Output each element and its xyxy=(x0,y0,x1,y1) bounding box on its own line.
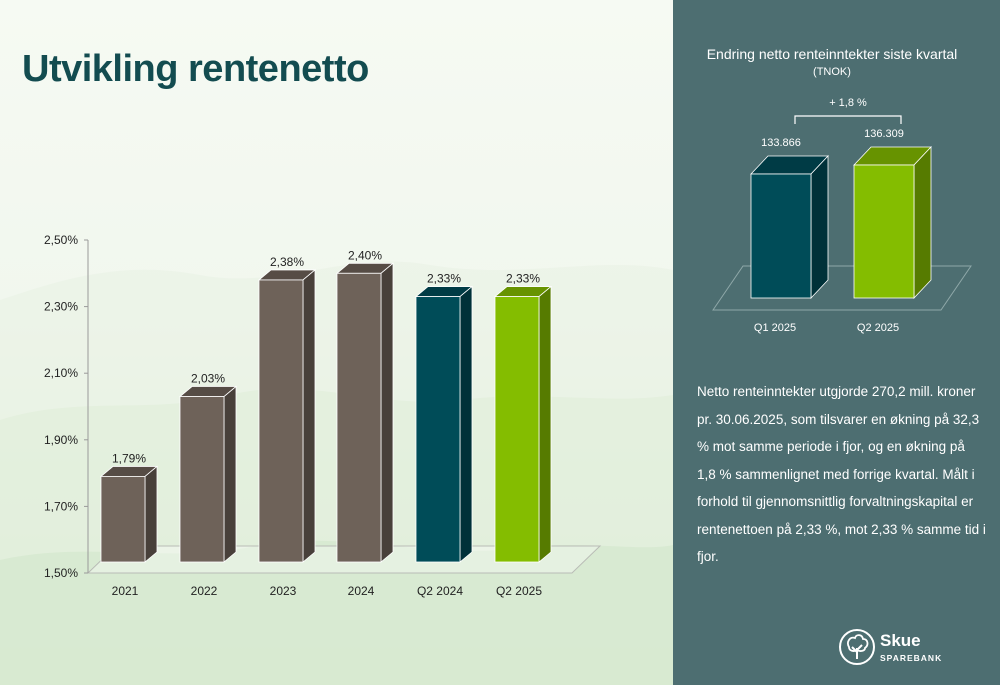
bar-5 xyxy=(493,285,553,563)
logo-name: Skue xyxy=(880,631,921,650)
summary-text: Netto renteinntekter utgjorde 270,2 mill… xyxy=(697,384,986,564)
x-tick-label: Q2 2025 xyxy=(496,584,542,598)
change-annotation: + 1,8 % xyxy=(829,97,867,109)
bar-3-side xyxy=(380,262,394,563)
left-panel: Utvikling rentenetto 1,50% 1,70% 1,90% 2,10… xyxy=(0,0,673,685)
bar-0 xyxy=(99,465,159,563)
inset-floor xyxy=(712,265,972,311)
x-tick-label: Q2 2024 xyxy=(417,584,463,598)
bar-2 xyxy=(257,269,317,563)
bar-0-side xyxy=(144,465,158,563)
data-label: 2,33% xyxy=(427,272,461,286)
inset-bar-1 xyxy=(853,145,932,300)
inset-data-label: 133.866 xyxy=(761,137,801,149)
bar-3 xyxy=(335,262,395,563)
bar-4-front xyxy=(415,296,461,563)
inset-bar-0-front xyxy=(750,173,812,299)
bar-1 xyxy=(178,385,238,563)
y-tick-label: 1,90% xyxy=(44,433,78,447)
y-tick-label: 1,50% xyxy=(44,566,78,580)
y-tick-label: 2,10% xyxy=(44,366,78,380)
inset-bar-0-side xyxy=(810,154,829,300)
y-tick-label: 1,70% xyxy=(44,499,78,513)
bar-2-side xyxy=(302,269,316,563)
bar-1-front xyxy=(179,396,225,563)
main-bar-chart: 1,50% 1,70% 1,90% 2,10% 2,30% 2,50% 1,79% 2021 2… xyxy=(44,233,602,598)
bar-4 xyxy=(414,285,474,563)
change-bracket xyxy=(794,115,902,124)
inset-chart-title: Endring netto renteinntekter siste kvart… xyxy=(706,46,958,62)
bar-5-front xyxy=(494,296,540,563)
data-label: 2,03% xyxy=(191,372,225,386)
skue-sparebank-logo: Skue SPAREBANK xyxy=(838,628,978,668)
right-panel: 133.866 Q1 2025 136.309 Q2 2025 + 1,8 % xyxy=(673,0,1000,685)
x-tick-label: 2024 xyxy=(348,584,375,598)
inset-bar-1-side xyxy=(913,145,932,300)
tree-logo-icon xyxy=(839,629,875,665)
inset-x-tick-label: Q1 2025 xyxy=(754,322,796,334)
x-tick-label: 2022 xyxy=(191,584,218,598)
bar-0-front xyxy=(100,476,146,563)
bar-4-side xyxy=(459,285,473,563)
data-label: 2,33% xyxy=(506,272,540,286)
x-tick-label: 2023 xyxy=(270,584,297,598)
y-tick-label: 2,50% xyxy=(44,233,78,247)
bar-2-front xyxy=(258,279,304,563)
bar-5-side xyxy=(538,285,552,563)
inset-data-label: 136.309 xyxy=(864,128,904,140)
x-tick-label: 2021 xyxy=(112,584,139,598)
logo-subtitle: SPAREBANK xyxy=(880,653,943,663)
page-title: Utvikling rentenetto xyxy=(22,48,369,90)
inset-bar-chart: 133.866 Q1 2025 136.309 Q2 2025 + 1,8 % xyxy=(712,97,972,334)
inset-bar-1-front xyxy=(853,164,915,299)
data-label: 2,38% xyxy=(270,255,304,269)
bar-1-side xyxy=(223,385,237,563)
y-tick-label: 2,30% xyxy=(44,300,78,314)
inset-chart-subtitle: (TNOK) xyxy=(813,66,851,78)
data-label: 2,40% xyxy=(348,248,382,262)
inset-bar-0 xyxy=(750,154,829,300)
inset-x-tick-label: Q2 2025 xyxy=(857,322,899,334)
data-label: 1,79% xyxy=(112,451,146,465)
bar-3-front xyxy=(336,272,382,563)
